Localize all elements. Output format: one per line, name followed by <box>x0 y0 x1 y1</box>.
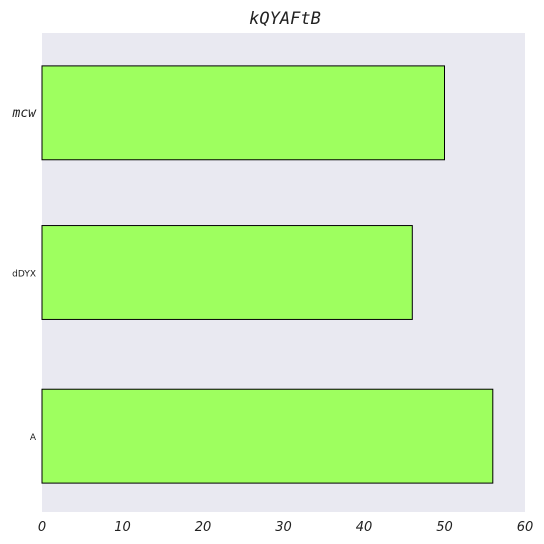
chart-title: kQYAFtB <box>249 9 321 29</box>
x-tick-label-0: 0 <box>38 520 46 535</box>
x-tick-label-10: 10 <box>114 520 131 535</box>
x-tick-label-20: 20 <box>195 520 212 535</box>
x-tick-label-30: 30 <box>275 520 292 535</box>
y-tick-label-mcw: mcw <box>12 106 38 121</box>
y-tick-labels: mcw dDYX A <box>12 106 38 443</box>
bar-ddyx <box>41 225 413 320</box>
bar-mcw <box>41 65 445 161</box>
x-tick-label-50: 50 <box>436 520 453 535</box>
x-tick-label-60: 60 <box>517 520 534 535</box>
x-tick-label-40: 40 <box>356 520 373 535</box>
bar-a <box>41 388 494 484</box>
y-tick-label-ddyx: dDYX <box>12 270 36 280</box>
y-tick-label-a: A <box>30 433 37 443</box>
bars-layer <box>41 65 494 484</box>
x-tick-labels: 0 10 20 30 40 50 60 <box>38 520 533 535</box>
